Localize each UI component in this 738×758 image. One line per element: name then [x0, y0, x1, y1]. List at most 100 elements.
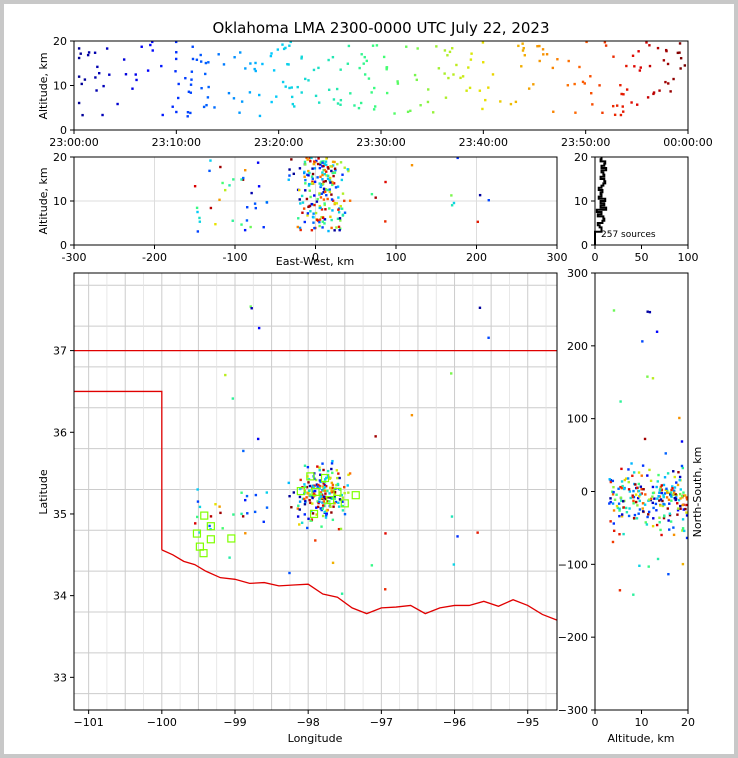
ew-height-point	[319, 206, 322, 209]
ew-height-point	[321, 182, 325, 186]
ns-height-point	[632, 502, 635, 505]
ns-height-point	[611, 490, 614, 493]
ew-height-point	[323, 188, 326, 192]
time-height-ytick: 20	[53, 35, 67, 48]
plan-view-point	[326, 469, 330, 473]
ew-height-point	[335, 226, 338, 229]
time-height-point	[116, 102, 119, 106]
plan-view-point	[317, 483, 320, 487]
plan-view-point	[384, 588, 387, 591]
time-height-point	[317, 101, 321, 104]
ns-height-point	[617, 487, 620, 491]
time-height-point	[307, 79, 310, 82]
ns-height-point	[618, 589, 622, 592]
time-height-point	[455, 63, 458, 67]
time-height-point	[443, 72, 446, 75]
time-height-point	[669, 90, 672, 93]
plan-view-point	[333, 501, 336, 505]
plan-view-point	[323, 478, 327, 481]
ns-height-point	[628, 507, 631, 510]
ns-height-point	[681, 466, 685, 470]
plan-view-point	[245, 494, 249, 498]
plan-view-point	[303, 464, 307, 467]
time-height-point	[189, 83, 193, 86]
plan-view-point	[296, 507, 300, 510]
ns-height-point	[676, 509, 680, 512]
plan-view-point	[310, 518, 314, 521]
ew-height-point	[333, 160, 336, 164]
time-height-point	[365, 59, 368, 63]
ew-height-xtick: -100	[223, 251, 248, 264]
ew-height-point	[456, 156, 459, 160]
ew-height-point	[309, 195, 312, 199]
time-height-point	[487, 86, 490, 89]
plan-view-point	[262, 520, 265, 524]
time-height-point	[452, 73, 455, 76]
ns-height-point	[659, 528, 662, 532]
ew-height-point	[303, 220, 306, 224]
time-height-point	[652, 92, 655, 96]
time-height-point	[638, 69, 642, 72]
plan-view-point	[303, 513, 306, 516]
ew-height-point	[309, 210, 312, 213]
ns-height-point	[620, 480, 624, 483]
plan-view-point	[306, 492, 309, 495]
ew-height-point	[450, 204, 454, 207]
time-height-point	[77, 75, 81, 78]
ew-height-point	[221, 181, 224, 185]
ew-height-point	[257, 185, 261, 188]
time-height-point	[652, 91, 656, 94]
figure-title: Oklahoma LMA 2300-0000 UTC July 22, 2023	[212, 19, 549, 37]
time-height-point	[222, 63, 226, 66]
ns-height-point	[655, 330, 659, 333]
time-height-point	[419, 104, 422, 107]
time-height-point	[151, 49, 154, 52]
plan-view-point	[331, 490, 335, 493]
time-height-point	[664, 80, 667, 84]
plan-view-point	[330, 511, 333, 514]
time-height-point	[207, 85, 210, 89]
time-height-point	[635, 103, 639, 106]
plan-view-point	[325, 514, 328, 517]
ns-height-point	[632, 499, 635, 503]
time-height-point	[672, 77, 675, 81]
ew-height-point	[316, 218, 319, 222]
ns-height-point	[685, 514, 689, 517]
time-height-point	[290, 86, 293, 89]
plan-view-point	[198, 531, 201, 534]
plan-view-xtick: −98	[297, 716, 320, 729]
time-height-xtick: 23:10:00	[152, 136, 201, 149]
ew-height-point	[333, 171, 337, 174]
ew-height-point	[305, 156, 308, 160]
ns-height-point	[656, 480, 659, 483]
time-height-point	[238, 111, 241, 114]
ew-height-point	[300, 194, 304, 198]
plan-view-point	[339, 488, 342, 491]
station-marker	[333, 487, 342, 497]
plan-view-point	[325, 509, 328, 512]
ns-height-point	[618, 507, 621, 510]
ew-height-point	[303, 175, 306, 178]
time-height-point	[293, 105, 296, 108]
ns-height-point	[685, 498, 689, 501]
plan-view-point	[240, 512, 243, 516]
ns-height-point	[642, 488, 645, 491]
time-height-point	[122, 58, 126, 61]
ew-height-point	[334, 168, 337, 172]
ns-height-point	[681, 503, 684, 507]
plan-view-point	[339, 527, 343, 531]
ns-height-point	[613, 498, 617, 501]
histogram-ytick: 20	[574, 151, 588, 164]
plan-view-point	[290, 506, 293, 509]
ns-height-point	[651, 524, 655, 528]
time-height-point	[332, 98, 336, 101]
histogram-ytick: 0	[581, 239, 588, 252]
ns-height-point	[672, 489, 676, 492]
plan-view-point	[307, 481, 310, 484]
time-height-point	[258, 93, 261, 97]
ew-height-point	[208, 169, 211, 173]
ew-height-point	[450, 194, 453, 197]
plan-view-point	[304, 490, 307, 494]
time-height-point	[347, 44, 351, 48]
time-height-point	[105, 47, 109, 50]
